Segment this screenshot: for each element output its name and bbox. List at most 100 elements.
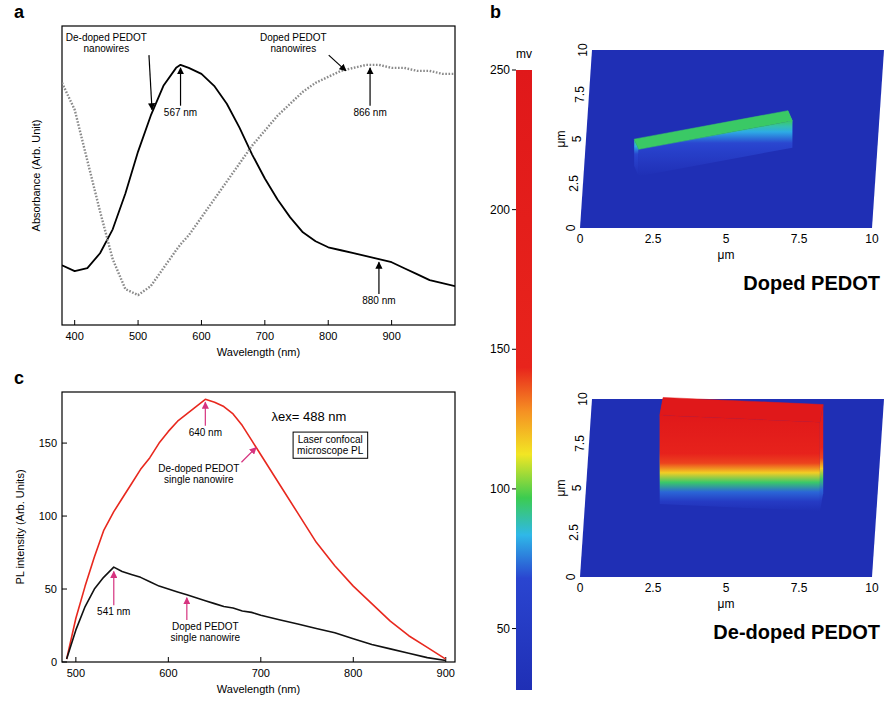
- x-tick: [168, 657, 169, 662]
- annotation: 640 nm: [189, 427, 222, 438]
- colorbar-tick: [512, 70, 516, 71]
- colorbar-title: mv: [516, 47, 532, 61]
- x-tick-label: 400: [65, 330, 83, 342]
- text-line: Laser confocal: [298, 434, 363, 445]
- x-tick-label: 800: [344, 667, 362, 679]
- x-axis-title: Wavelength (nm): [217, 683, 300, 695]
- annotation-arrow: [149, 55, 152, 110]
- annotation-arrow: [329, 55, 346, 71]
- annotation-arrow: [186, 598, 187, 620]
- colorbar-tick-label: 200: [490, 203, 510, 217]
- x-tick-label: 5: [723, 581, 730, 595]
- text-line: λex= 488 nm: [271, 409, 346, 424]
- colorbar-tick-label: 150: [490, 342, 510, 356]
- text-line: 541 nm: [97, 606, 130, 617]
- wire-top: [634, 111, 792, 150]
- colorbar-tick: [512, 349, 516, 350]
- text-line: 880 nm: [362, 295, 395, 306]
- panel-letter: b: [490, 2, 501, 22]
- series-line: [62, 65, 455, 295]
- x-tick-label: 700: [252, 667, 270, 679]
- x-tick-label: 10: [865, 581, 879, 595]
- annotation: 866 nm: [353, 107, 386, 118]
- plot-area: [67, 399, 446, 660]
- y-axis-title: PL intensity (Arb. Units): [14, 469, 26, 584]
- x-tick-label: 7.5: [791, 581, 808, 595]
- annotation: De-doped PEDOTnanowires: [66, 32, 147, 54]
- annotation-arrow: [113, 572, 114, 606]
- x-tick-label: 700: [256, 330, 274, 342]
- x-tick-label: 800: [319, 330, 337, 342]
- nanowire: [634, 111, 792, 176]
- text-line: De-doped PEDOT: [66, 32, 147, 43]
- y-tick: [62, 589, 67, 590]
- y-tick: [62, 516, 67, 517]
- x-tick: [75, 657, 76, 662]
- colorbar-tick-label: 100: [490, 482, 510, 496]
- annotation-arrow: [369, 68, 370, 106]
- x-axis-title: μm: [718, 248, 735, 262]
- annotation-arrow: [241, 447, 256, 462]
- x-axis-title: μm: [718, 597, 735, 611]
- y-tick-label: 7.5: [573, 86, 587, 103]
- x-tick-label: 2.5: [645, 232, 662, 246]
- wire-side: [660, 415, 820, 511]
- colorbar-tick: [512, 209, 516, 210]
- x-tick-label: 500: [67, 667, 85, 679]
- plot-title: De-doped PEDOT: [713, 621, 880, 643]
- panel-a: a400500600700800900Wavelength (nm)Absorb…: [14, 2, 455, 358]
- y-tick-label: 2.5: [567, 175, 581, 192]
- annotation: De-doped PEDOTsingle nanowire: [158, 463, 239, 485]
- text-line: microscope PL: [297, 445, 364, 456]
- colorbar: [516, 70, 532, 690]
- colorbar-tick-label: 50: [497, 622, 511, 636]
- figure: a400500600700800900Wavelength (nm)Absorb…: [0, 0, 892, 710]
- y-tick-label: 0: [564, 573, 578, 580]
- annotation: 541 nm: [97, 606, 130, 617]
- plot-frame: [62, 26, 455, 325]
- surface-plot: 02.557.51002.557.510μmμmDoped PEDOT: [554, 43, 884, 294]
- y-tick: [62, 443, 67, 444]
- panel-letter: a: [14, 2, 25, 22]
- x-tick: [74, 320, 75, 325]
- y-axis-title: μm: [554, 131, 568, 148]
- series-line: [67, 567, 446, 660]
- y-tick-label: 0: [564, 224, 578, 231]
- x-tick-label: 7.5: [791, 232, 808, 246]
- x-tick-label: 900: [437, 667, 455, 679]
- x-tick-label: 600: [159, 667, 177, 679]
- y-tick-label: 50: [45, 583, 57, 595]
- x-tick: [353, 657, 354, 662]
- annotation-arrow: [378, 262, 379, 294]
- text-line: Doped PEDOT: [172, 621, 239, 632]
- wire-top: [660, 397, 823, 422]
- annotation: Laser confocalmicroscope PL: [297, 434, 364, 456]
- annotation-arrow: [205, 402, 206, 426]
- annotation-arrow: [180, 68, 181, 106]
- annotation: λex= 488 nm: [271, 409, 346, 424]
- x-tick: [391, 320, 392, 325]
- text-line: single nanowire: [171, 632, 241, 643]
- series-line: [62, 65, 455, 286]
- colorbar-tick: [512, 488, 516, 489]
- y-tick-label: 5: [570, 484, 584, 491]
- panel-c: c500600700800900050100150Wavelength (nm)…: [14, 368, 455, 695]
- y-tick-label: 7.5: [573, 435, 587, 452]
- y-axis-title: Absorbance (Arb. Unit): [30, 120, 42, 232]
- text-line: Doped PEDOT: [260, 32, 327, 43]
- plot-frame: [62, 392, 455, 662]
- text-line: nanowires: [84, 43, 130, 54]
- x-tick-label: 0: [577, 581, 584, 595]
- y-tick-label: 150: [39, 437, 57, 449]
- text-line: 866 nm: [353, 107, 386, 118]
- y-tick-label: 10: [576, 43, 590, 57]
- y-tick-label: 2.5: [567, 524, 581, 541]
- y-tick-label: 100: [39, 510, 57, 522]
- plot-title: Doped PEDOT: [743, 272, 880, 294]
- x-tick-label: 2.5: [645, 581, 662, 595]
- panel-letter: c: [14, 368, 24, 388]
- annotation: Doped PEDOTnanowires: [260, 32, 327, 54]
- text-line: 567 nm: [164, 107, 197, 118]
- surface-floor: [580, 399, 884, 577]
- text-line: De-doped PEDOT: [158, 463, 239, 474]
